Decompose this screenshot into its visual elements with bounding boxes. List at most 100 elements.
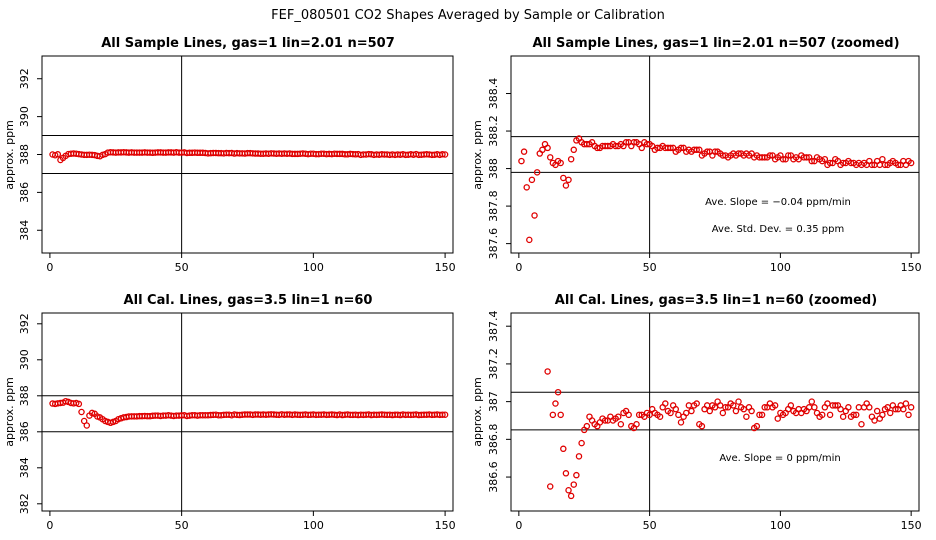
y-axis-label: approx. ppm bbox=[471, 377, 484, 447]
y-tick-label: 387.6 bbox=[487, 228, 500, 260]
x-tick-label: 150 bbox=[901, 519, 922, 532]
data-point bbox=[771, 402, 779, 409]
y-tick-label: 388 bbox=[18, 385, 31, 406]
data-point bbox=[625, 411, 632, 419]
data-point bbox=[667, 409, 674, 417]
y-tick-label: 390 bbox=[18, 349, 31, 370]
annotation-std-dev: Ave. Std. Dev. = 0.35 ppm bbox=[712, 224, 844, 235]
data-point bbox=[805, 404, 813, 411]
data-point bbox=[520, 148, 528, 155]
data-point bbox=[722, 404, 729, 411]
data-point bbox=[682, 409, 690, 417]
x-tick-label: 50 bbox=[643, 261, 657, 274]
data-point bbox=[753, 422, 761, 430]
data-point bbox=[560, 445, 567, 453]
data-point bbox=[578, 439, 585, 447]
data-point bbox=[876, 161, 884, 169]
y-tick-label: 390 bbox=[18, 106, 31, 127]
x-tick-label: 0 bbox=[515, 261, 522, 274]
data-point bbox=[656, 413, 664, 420]
panel-sample-lines: All Sample Lines, gas=1 lin=2.01 n=507 a… bbox=[3, 36, 456, 274]
data-point bbox=[779, 155, 787, 163]
data-point bbox=[523, 184, 530, 191]
y-tick-label: 388.4 bbox=[487, 78, 500, 110]
data-point bbox=[662, 400, 669, 407]
plot-frame bbox=[510, 312, 920, 512]
plot-frame bbox=[41, 312, 454, 512]
data-point bbox=[83, 422, 91, 429]
data-point bbox=[614, 413, 622, 420]
data-point bbox=[845, 404, 852, 411]
panel-cal-lines-zoomed: All Cal. Lines, gas=3.5 lin=1 n=60 (zoom… bbox=[471, 293, 922, 532]
data-point bbox=[557, 411, 564, 419]
data-point bbox=[855, 404, 863, 411]
annotation-slope: Ave. Slope = −0.04 ppm/min bbox=[705, 197, 851, 208]
plot-area: 0 50 100 150 384 386 388 390 392 bbox=[18, 56, 456, 274]
data-point bbox=[735, 398, 742, 405]
data-point bbox=[873, 407, 881, 415]
plot-area: 0 50 100 150 382 384 386 388 390 392 bbox=[18, 313, 456, 532]
data-point bbox=[75, 400, 83, 408]
data-point bbox=[905, 411, 912, 419]
data-point bbox=[557, 159, 564, 167]
data-point bbox=[583, 422, 591, 430]
data-point bbox=[685, 402, 693, 409]
data-point bbox=[818, 411, 826, 419]
data-point bbox=[879, 411, 886, 419]
data-point bbox=[544, 144, 551, 152]
data-point bbox=[565, 176, 572, 184]
data-point bbox=[526, 236, 533, 244]
x-tick-label: 100 bbox=[303, 519, 324, 532]
data-point bbox=[441, 411, 449, 418]
y-tick-label: 388 bbox=[18, 144, 31, 165]
data-point bbox=[560, 174, 567, 182]
data-point bbox=[808, 157, 816, 165]
y-axis-label: approx. ppm bbox=[471, 120, 484, 190]
data-point bbox=[706, 407, 714, 415]
data-point bbox=[601, 417, 609, 424]
data-point bbox=[667, 144, 674, 152]
y-tick-label: 387.8 bbox=[487, 190, 500, 222]
x-tick-label: 0 bbox=[515, 519, 522, 532]
data-point bbox=[758, 411, 766, 419]
data-point bbox=[907, 159, 915, 167]
data-point bbox=[826, 159, 834, 167]
y-axis-label: approx. ppm bbox=[3, 377, 16, 447]
data-point bbox=[894, 161, 902, 169]
y-tick-label: 382 bbox=[18, 493, 31, 514]
data-point bbox=[562, 470, 570, 477]
data-point bbox=[439, 151, 446, 158]
data-point bbox=[617, 421, 625, 428]
data-point bbox=[675, 411, 682, 419]
data-point bbox=[677, 144, 685, 152]
data-point bbox=[54, 151, 62, 158]
plot-area: 0 50 100 150 387.6 387.8 388 388.2 388.4 bbox=[487, 56, 922, 274]
y-tick-label: 384 bbox=[18, 220, 31, 241]
data-point bbox=[703, 402, 711, 409]
data-point bbox=[852, 411, 860, 419]
data-point bbox=[839, 413, 847, 420]
data-point bbox=[570, 481, 578, 488]
data-point bbox=[808, 398, 816, 405]
data-point bbox=[719, 409, 727, 417]
data-point bbox=[858, 421, 865, 428]
data-point bbox=[570, 146, 578, 154]
data-point bbox=[546, 154, 554, 161]
data-point bbox=[518, 157, 525, 165]
data-point bbox=[803, 154, 810, 161]
y-tick-label: 386.8 bbox=[487, 424, 500, 456]
y-tick-label: 386.6 bbox=[487, 461, 500, 493]
data-point bbox=[703, 148, 711, 155]
panel-sample-lines-zoomed: All Sample Lines, gas=1 lin=2.01 n=507 (… bbox=[471, 36, 922, 274]
data-point bbox=[552, 400, 559, 407]
data-point bbox=[730, 402, 737, 409]
data-point bbox=[871, 417, 878, 424]
panel-title: All Cal. Lines, gas=3.5 lin=1 n=60 bbox=[124, 293, 373, 308]
data-point bbox=[761, 404, 768, 411]
x-tick-label: 0 bbox=[46, 519, 53, 532]
y-tick-label: 386 bbox=[18, 421, 31, 442]
data-point bbox=[821, 155, 829, 163]
data-point bbox=[565, 487, 572, 494]
data-point bbox=[638, 144, 646, 152]
y-tick-label: 388.2 bbox=[487, 115, 500, 147]
